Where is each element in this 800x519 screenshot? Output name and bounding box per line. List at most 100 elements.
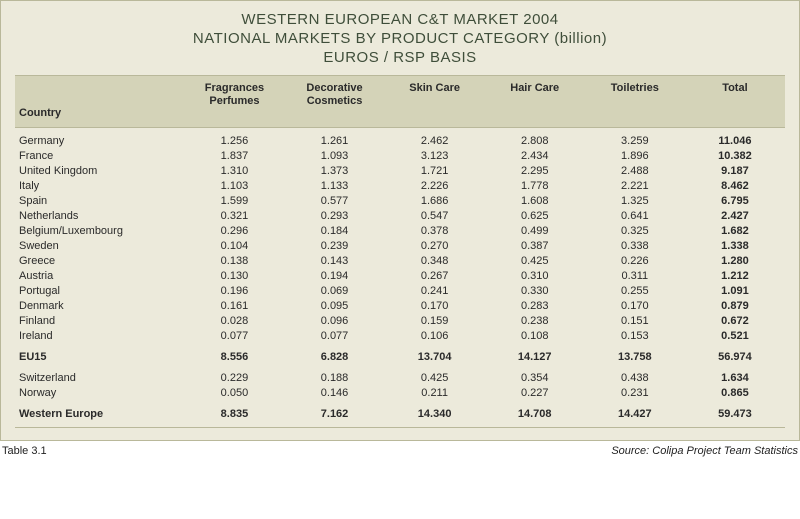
country-cell: Greece <box>15 253 184 268</box>
table-row: Germany1.2561.2612.4622.8083.25911.046 <box>15 133 785 148</box>
country-cell: Finland <box>15 313 184 328</box>
value-cell: 14.427 <box>585 406 685 421</box>
value-cell: 0.325 <box>585 223 685 238</box>
value-cell: 0.153 <box>585 328 685 343</box>
value-cell: 3.123 <box>385 148 485 163</box>
value-cell: 0.672 <box>685 313 785 328</box>
country-cell: Netherlands <box>15 208 184 223</box>
value-cell: 0.270 <box>385 238 485 253</box>
value-cell: 1.256 <box>184 133 284 148</box>
value-cell: 11.046 <box>685 133 785 148</box>
value-cell: 0.028 <box>184 313 284 328</box>
value-cell: 1.091 <box>685 283 785 298</box>
value-cell: 2.488 <box>585 163 685 178</box>
table-row: Netherlands0.3210.2930.5470.6250.6412.42… <box>15 208 785 223</box>
value-cell: 0.096 <box>284 313 384 328</box>
value-cell: 56.974 <box>685 349 785 364</box>
value-cell: 0.321 <box>184 208 284 223</box>
value-cell: 2.226 <box>385 178 485 193</box>
value-cell: 14.708 <box>485 406 585 421</box>
table-row: Sweden0.1040.2390.2700.3870.3381.338 <box>15 238 785 253</box>
value-cell: 0.104 <box>184 238 284 253</box>
title-line-3: EUROS / RSP BASIS <box>15 49 785 68</box>
value-cell: 0.161 <box>184 298 284 313</box>
column-header: DecorativeCosmetics <box>284 76 384 127</box>
table-body: Germany1.2561.2612.4622.8083.25911.046Fr… <box>15 127 785 428</box>
value-cell: 7.162 <box>284 406 384 421</box>
value-cell: 0.311 <box>585 268 685 283</box>
value-cell: 3.259 <box>585 133 685 148</box>
value-cell: 0.077 <box>284 328 384 343</box>
column-header: Skin Care <box>385 76 485 127</box>
value-cell: 1.212 <box>685 268 785 283</box>
value-cell: 8.835 <box>184 406 284 421</box>
value-cell: 0.239 <box>284 238 384 253</box>
column-header: Total <box>685 76 785 127</box>
value-cell: 1.896 <box>585 148 685 163</box>
value-cell: 0.130 <box>184 268 284 283</box>
country-cell: Germany <box>15 133 184 148</box>
market-table: CountryFragrancesPerfumesDecorativeCosme… <box>15 75 785 427</box>
value-cell: 2.462 <box>385 133 485 148</box>
value-cell: 1.373 <box>284 163 384 178</box>
value-cell: 0.226 <box>585 253 685 268</box>
value-cell: 1.778 <box>485 178 585 193</box>
value-cell: 0.077 <box>184 328 284 343</box>
value-cell: 2.295 <box>485 163 585 178</box>
table-row: Finland0.0280.0960.1590.2380.1510.672 <box>15 313 785 328</box>
value-cell: 0.229 <box>184 370 284 385</box>
value-cell: 1.261 <box>284 133 384 148</box>
value-cell: 0.231 <box>585 385 685 400</box>
column-header: Hair Care <box>485 76 585 127</box>
value-cell: 0.310 <box>485 268 585 283</box>
value-cell: 0.293 <box>284 208 384 223</box>
value-cell: 0.108 <box>485 328 585 343</box>
value-cell: 0.425 <box>485 253 585 268</box>
value-cell: 1.093 <box>284 148 384 163</box>
value-cell: 10.382 <box>685 148 785 163</box>
value-cell: 1.721 <box>385 163 485 178</box>
country-cell: EU15 <box>15 349 184 364</box>
value-cell: 0.241 <box>385 283 485 298</box>
value-cell: 0.196 <box>184 283 284 298</box>
value-cell: 0.330 <box>485 283 585 298</box>
table-row: Greece0.1380.1430.3480.4250.2261.280 <box>15 253 785 268</box>
value-cell: 13.758 <box>585 349 685 364</box>
value-cell: 0.238 <box>485 313 585 328</box>
value-cell: 0.354 <box>485 370 585 385</box>
country-cell: Portugal <box>15 283 184 298</box>
value-cell: 1.338 <box>685 238 785 253</box>
value-cell: 2.434 <box>485 148 585 163</box>
country-cell: Norway <box>15 385 184 400</box>
value-cell: 0.170 <box>385 298 485 313</box>
value-cell: 1.608 <box>485 193 585 208</box>
value-cell: 0.227 <box>485 385 585 400</box>
value-cell: 1.133 <box>284 178 384 193</box>
value-cell: 1.837 <box>184 148 284 163</box>
value-cell: 1.599 <box>184 193 284 208</box>
value-cell: 0.577 <box>284 193 384 208</box>
value-cell: 0.879 <box>685 298 785 313</box>
country-cell: France <box>15 148 184 163</box>
value-cell: 0.146 <box>284 385 384 400</box>
value-cell: 0.865 <box>685 385 785 400</box>
title-line-2: NATIONAL MARKETS BY PRODUCT CATEGORY (bi… <box>15 30 785 49</box>
value-cell: 0.159 <box>385 313 485 328</box>
table-row: Ireland0.0770.0770.1060.1080.1530.521 <box>15 328 785 343</box>
value-cell: 0.267 <box>385 268 485 283</box>
value-cell: 0.641 <box>585 208 685 223</box>
value-cell: 1.310 <box>184 163 284 178</box>
value-cell: 1.634 <box>685 370 785 385</box>
value-cell: 0.283 <box>485 298 585 313</box>
value-cell: 0.194 <box>284 268 384 283</box>
value-cell: 0.095 <box>284 298 384 313</box>
value-cell: 9.187 <box>685 163 785 178</box>
value-cell: 0.296 <box>184 223 284 238</box>
country-cell: Switzerland <box>15 370 184 385</box>
value-cell: 0.378 <box>385 223 485 238</box>
table-number: Table 3.1 <box>2 445 47 457</box>
value-cell: 1.325 <box>585 193 685 208</box>
title-line-1: WESTERN EUROPEAN C&T MARKET 2004 <box>15 11 785 30</box>
data-table-panel: WESTERN EUROPEAN C&T MARKET 2004 NATIONA… <box>0 0 800 441</box>
column-header: Country <box>15 76 184 127</box>
